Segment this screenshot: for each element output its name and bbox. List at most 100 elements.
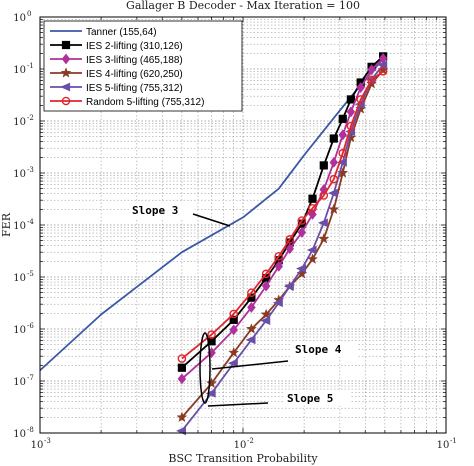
y-axis-label: FER [0, 212, 13, 237]
series-5-marker [329, 174, 339, 184]
series-5-marker [229, 309, 239, 319]
series-5-marker [274, 252, 284, 261]
slope-4-label: Slope 4 [295, 343, 342, 356]
series-2-marker [367, 64, 376, 76]
series-2-marker [329, 156, 339, 168]
series-2-marker [356, 82, 365, 93]
legend-entry: IES 5-lifting (755,312) [50, 82, 183, 94]
series-1-marker [319, 161, 328, 170]
legend-label: IES 2-lifting (310,126) [86, 41, 183, 52]
series-4-marker [205, 388, 216, 398]
series-5 [177, 67, 388, 363]
y-tick-label-exp: -5 [27, 270, 34, 278]
series-3-marker [228, 346, 240, 358]
y-tick-label: 10 -6 [13, 322, 34, 336]
series-4-marker [272, 298, 283, 308]
series-5-marker [297, 216, 307, 225]
series-4-marker [296, 264, 306, 273]
series-1-marker [308, 194, 317, 203]
series-5-marker [285, 235, 295, 244]
series-3-marker [318, 233, 330, 244]
legend-entry: IES 4-lifting (620,250) [50, 67, 183, 80]
series-4-marker [317, 218, 328, 228]
y-tick-label: 10 -8 [13, 426, 34, 440]
series-3-marker [176, 411, 188, 423]
series-1-marker [177, 363, 186, 372]
plot-frame [39, 16, 447, 434]
series-2-marker [247, 302, 256, 313]
y-tick-label-exp: 0 [27, 10, 31, 18]
slope-4-label-bg [292, 342, 358, 357]
series-1-marker [346, 95, 355, 104]
slope-5-label-bg [284, 391, 350, 406]
y-tick-label: 10 -5 [13, 270, 34, 284]
series-4-marker [327, 188, 338, 198]
x-tick-label-base: 10 [234, 440, 247, 451]
series-3-marker [245, 323, 257, 334]
y-tick-label-base: 10 [13, 117, 26, 128]
series-2 [177, 52, 388, 385]
legend-swatch-marker [60, 82, 71, 92]
series-3-marker [260, 308, 272, 320]
slope-4-arrow [211, 360, 289, 370]
x-tick-label-base: 10 [31, 440, 44, 451]
x-tick-label-exp: -2 [247, 437, 254, 445]
y-tick-label-base: 10 [13, 325, 26, 336]
y-tick-label-base: 10 [13, 273, 26, 284]
series-2-marker [274, 260, 283, 272]
legend-label: IES 3-lifting (465,188) [86, 55, 183, 66]
series-5-marker [378, 67, 388, 76]
y-tick-label: 10 0 [13, 10, 31, 24]
x-tick-label: 10 -3 [31, 437, 51, 451]
series-5-marker [177, 354, 187, 363]
legend-swatch-marker [61, 40, 71, 50]
series-4-marker [306, 245, 317, 255]
legend-entry: Tanner (155,64) [50, 27, 157, 38]
x-tick-label-base: 10 [437, 440, 450, 451]
series-4-marker [227, 358, 238, 368]
series-2-line [181, 57, 384, 380]
series-1-marker [229, 315, 238, 324]
legend: Tanner (155,64) IES 2-lifting (310,126) IE… [43, 20, 243, 112]
slope-5-arrow [207, 402, 269, 407]
x-axis-label: BSC Transition Probability [168, 452, 318, 465]
slope-4-annotation: Slope 4 [199, 332, 358, 404]
legend-swatch-marker [61, 53, 71, 65]
series-5-marker [308, 203, 317, 213]
legend-swatch-marker [60, 67, 72, 78]
series-3-marker [206, 377, 218, 389]
series-5-marker [356, 95, 365, 104]
y-tick-label-exp: -3 [27, 166, 34, 174]
annotation-layer: Slope 3 Slope 4 Slope 5 [129, 203, 358, 407]
y-tick-label-exp: -2 [27, 114, 34, 122]
y-tick-label: 10 -7 [13, 374, 34, 388]
y-tick-label-base: 10 [13, 169, 26, 180]
slope-3-label: Slope 3 [132, 204, 178, 217]
legend-label: Tanner (155,64) [86, 27, 157, 38]
series-5-marker [247, 288, 256, 297]
series-5-marker [346, 121, 356, 131]
series-4-marker [377, 60, 388, 70]
y-tick-label-exp: -7 [27, 374, 34, 382]
series-2-marker [297, 227, 307, 238]
series-5-line [181, 70, 384, 360]
slope-3-arrow [192, 213, 231, 227]
series-5-marker [338, 148, 348, 158]
slope-5-annotation: Slope 5 [207, 391, 350, 407]
y-tick-label-exp: -8 [27, 426, 34, 434]
series-2-marker [177, 373, 187, 385]
slope-4-ellipse [199, 332, 211, 404]
series-4 [176, 60, 388, 436]
legend-label: IES 4-lifting (620,250) [86, 69, 183, 80]
y-tick-label: 10 -2 [13, 114, 34, 128]
series-1-marker [329, 134, 338, 143]
legend-entry: IES 3-lifting (465,188) [50, 53, 183, 66]
series-3-line [181, 69, 384, 418]
y-tick-label-base: 10 [13, 65, 26, 76]
y-tick-label: 10 -1 [13, 62, 34, 76]
legend-label: IES 5-lifting (755,312) [86, 83, 183, 94]
series-4-marker [245, 335, 256, 345]
slope-5-label: Slope 5 [287, 392, 333, 405]
y-tick-label-base: 10 [13, 13, 26, 24]
